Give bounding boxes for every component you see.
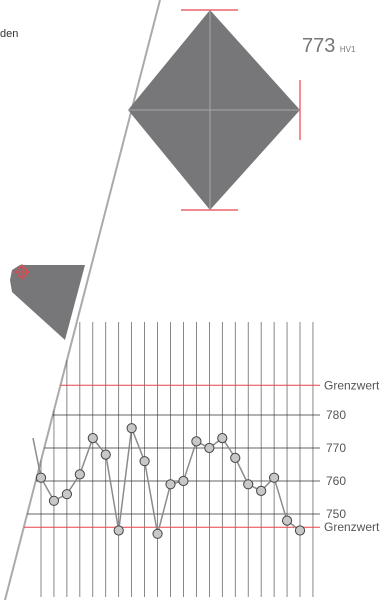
data-point — [204, 442, 215, 454]
data-point — [217, 433, 228, 444]
y-tick-label: 750 — [326, 507, 346, 521]
data-point — [35, 472, 47, 483]
chart-series — [32, 423, 306, 539]
y-tick-label: 760 — [326, 474, 346, 488]
chart-grid — [27, 322, 320, 597]
indentation-diamond — [128, 9, 301, 211]
data-point — [87, 433, 98, 444]
data-point — [230, 452, 241, 463]
data-point — [294, 525, 306, 536]
data-point — [113, 525, 124, 536]
hardness-unit: HV1 — [340, 45, 356, 54]
data-point — [74, 469, 85, 480]
data-point — [281, 515, 293, 526]
data-point — [139, 456, 150, 467]
data-point — [165, 479, 176, 490]
data-point — [243, 479, 254, 490]
crosshair-icon — [14, 264, 30, 280]
hardness-reading: 773 HV1 — [302, 35, 356, 57]
data-point — [126, 423, 137, 434]
indenter-axis-line — [4, 0, 161, 600]
data-point — [48, 495, 60, 506]
data-point — [256, 485, 267, 496]
corner-label: den — [0, 28, 18, 40]
limit-label: Grenzwert — [324, 378, 380, 392]
series-lead-in — [32, 437, 42, 478]
chart-limit-lines — [23, 384, 320, 528]
data-point — [269, 472, 280, 483]
data-point — [100, 449, 111, 460]
data-point — [152, 528, 163, 539]
data-point — [178, 475, 189, 487]
limit-label: Grenzwert — [324, 520, 380, 534]
y-tick-label: 780 — [326, 408, 346, 422]
data-point — [61, 489, 73, 500]
hardness-value: 773 — [302, 35, 335, 57]
y-tick-label: 770 — [326, 441, 346, 455]
indenter-tip — [10, 265, 85, 340]
data-point — [191, 436, 202, 447]
